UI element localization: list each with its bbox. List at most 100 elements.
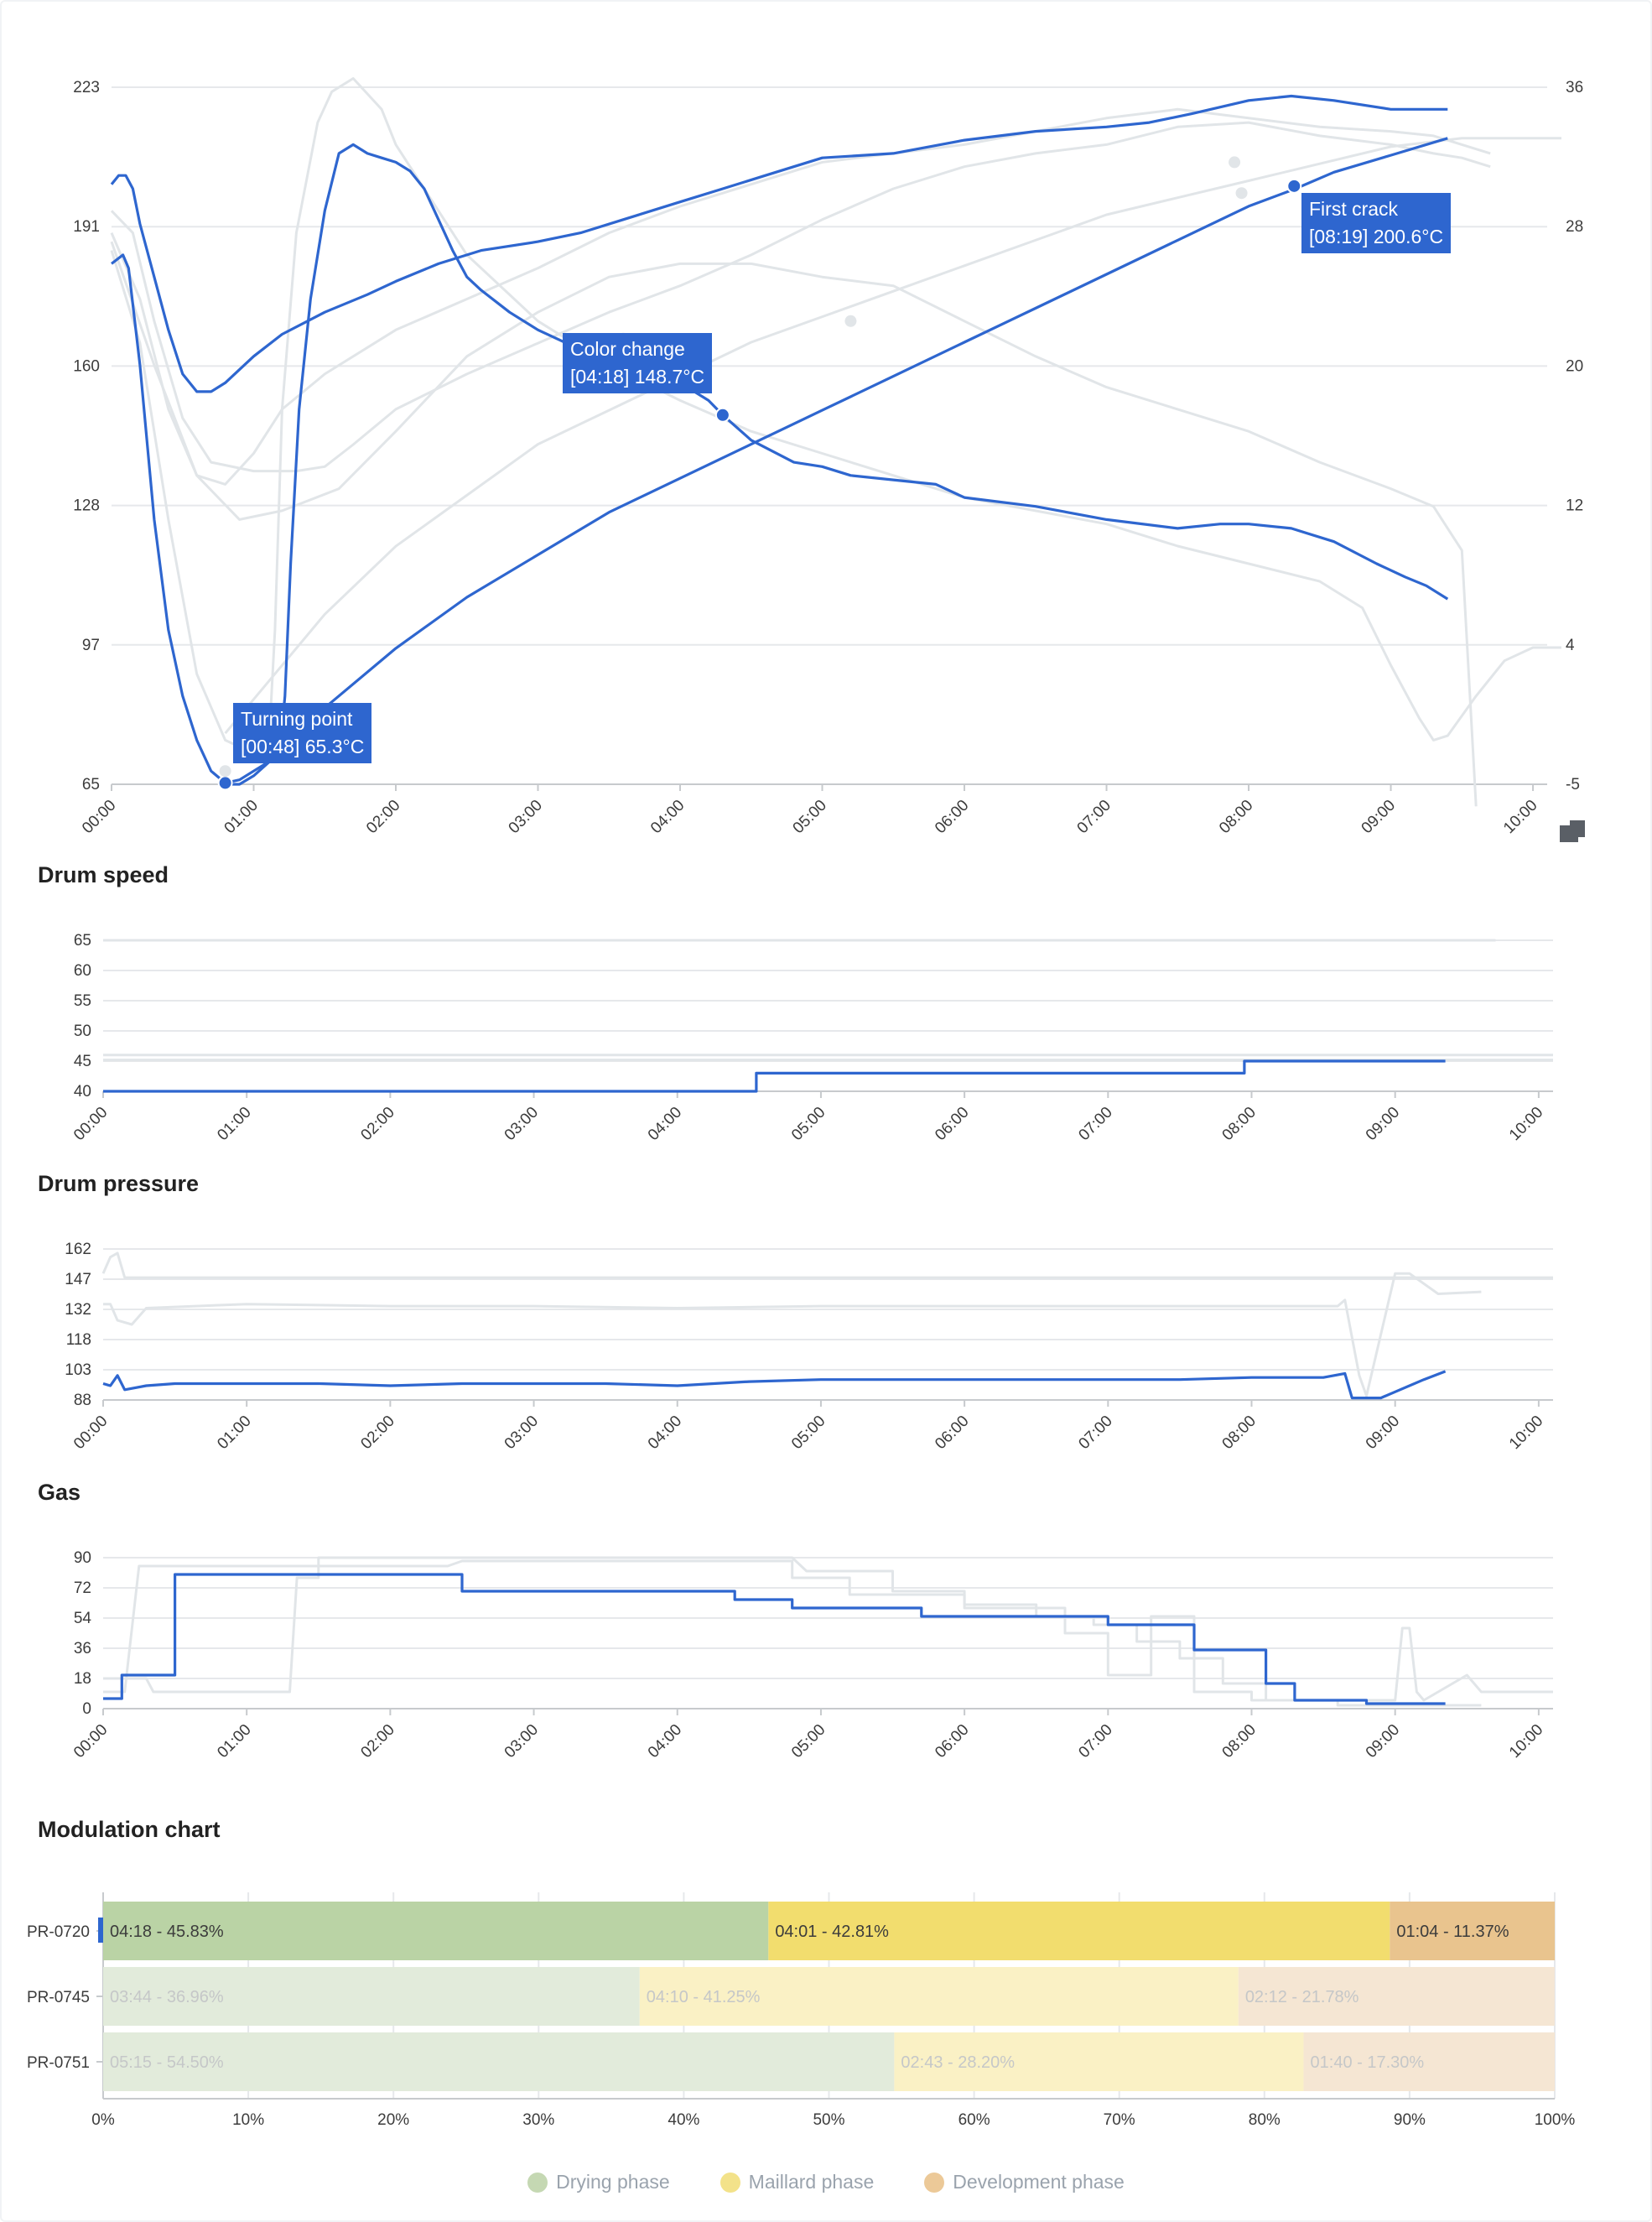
y2-tick-label: 36 [1566,79,1583,96]
y-tick-label: 65 [82,776,100,794]
x-tick-label: 07:00 [1075,1721,1115,1761]
reference-event-marker [844,315,857,327]
y-tick-label: 36 [74,1640,91,1657]
drum-pressure-chart: 162 147 132 118 103 88 00:00 01:00 02:00 03:00 04:… [65,1241,1553,1453]
phase-bar-segment [103,1967,640,2026]
legend-label: Development phase [953,2171,1125,2193]
x-tick-label: 07:00 [1075,1413,1115,1453]
y-tick-label: 118 [66,1331,91,1349]
phase-bar-segment [1390,1902,1555,1960]
x-tick-label: 90% [1394,2111,1426,2129]
x-tick-label: 03:00 [501,1413,542,1453]
x-tick-label: 10% [232,2111,264,2129]
x-tick-label: 20% [377,2111,409,2129]
x-tick-label: 04:00 [645,1413,685,1453]
segment-label: 02:43 - 28.20% [901,2053,1015,2072]
y-tick-label: 97 [82,637,100,654]
y-tick-label: 65 [74,932,91,950]
x-tick-label: 05:00 [790,797,830,837]
x-tick-label: 09:00 [1363,1721,1403,1761]
x-tick-label: 10:00 [1506,1413,1546,1453]
x-tick-label: 05:00 [788,1413,829,1453]
y-tick-label: 55 [74,992,91,1010]
legend-drying-phase[interactable]: Drying phase [527,2171,670,2193]
annotation-title: First crack [1309,198,1399,220]
x-tick-label: 00:00 [70,1721,111,1761]
modulation-chart-title: Modulation chart [38,1817,221,1842]
reference-event-marker [219,765,231,778]
x-tick-label: 100% [1535,2111,1576,2129]
reference-series-line [110,77,1561,764]
x-tick-label: 60% [958,2111,990,2129]
y-tick-label: 88 [74,1392,91,1409]
y-tick-label: 50 [74,1023,91,1040]
first-crack-annotation: First crack [08:19] 200.6°C [1301,193,1452,253]
legend-dot-icon [527,2172,548,2193]
x-tick-label: 07:00 [1074,797,1114,837]
row-label: PR-0720 [27,1923,90,1941]
reference-series-line [101,1252,1553,1279]
y-tick-label: 162 [65,1241,91,1258]
y-tick-label: 191 [73,218,100,236]
x-tick-label: 80% [1249,2111,1281,2129]
segment-label: 05:15 - 54.50% [110,2053,224,2072]
x-tick-label: 01:00 [214,1104,254,1144]
x-tick-label: 08:00 [1219,1104,1260,1144]
reference-series-line [110,241,1478,807]
x-tick-label: 09:00 [1358,797,1399,837]
reference-series-line [110,121,1491,473]
annotation-value: [04:18] 148.7°C [570,366,705,388]
reference-series-line [224,137,1561,735]
y-tick-label: 60 [74,962,91,980]
row-label: PR-0751 [27,2054,90,2072]
segment-label: 04:01 - 42.81% [775,1923,889,1941]
segment-label: 01:04 - 11.37% [1396,1923,1509,1941]
x-tick-label: 01:00 [214,1413,254,1453]
segment-label: 03:44 - 36.96% [110,1988,224,2006]
legend-label: Maillard phase [748,2171,875,2193]
segment-label: 04:10 - 41.25% [647,1988,761,2006]
legend-maillard-phase[interactable]: Maillard phase [720,2171,875,2193]
y2-tick-label: 28 [1566,218,1583,236]
x-tick-label: 08:00 [1216,797,1256,837]
y-tick-label: 103 [65,1361,91,1379]
y-tick-label: 90 [74,1549,91,1567]
x-tick-label: 30% [522,2111,554,2129]
chart-export-icon[interactable] [1558,819,1587,844]
y-tick-label: 132 [65,1301,91,1319]
y-tick-label: 0 [82,1700,91,1718]
phase-bar-segment [103,2032,895,2091]
phase-bar-segment [1238,1967,1555,2026]
phase-bar-segment [1303,2032,1555,2091]
x-tick-label: 00:00 [70,1104,111,1144]
x-tick-label: 50% [813,2111,844,2129]
y2-tick-label: 12 [1566,497,1583,515]
segment-label: 01:40 - 17.30% [1311,2053,1425,2072]
reference-series-line [103,1272,1482,1397]
x-tick-label: 02:00 [363,797,403,837]
phase-bar-segment [639,1967,1239,2026]
x-tick-label: 07:00 [1075,1104,1115,1144]
x-tick-label: 10:00 [1500,797,1540,837]
x-tick-label: 08:00 [1219,1721,1260,1761]
x-tick-label: 03:00 [506,797,546,837]
primary-series-line [225,137,1448,786]
primary-series-line [102,1370,1447,1400]
x-tick-label: 40% [668,2111,699,2129]
reference-series-line [103,1556,1553,1702]
x-tick-label: 06:00 [932,1413,972,1453]
legend-dot-icon [924,2172,945,2193]
y-tick-label: 128 [73,497,100,515]
x-tick-label: 01:00 [214,1721,254,1761]
x-tick-label: 03:00 [501,1721,542,1761]
gas-title: Gas [38,1480,81,1505]
y-tick-label: 72 [74,1579,91,1597]
legend-dot-icon [720,2172,740,2193]
legend-development-phase[interactable]: Development phase [924,2171,1125,2193]
x-tick-label: 02:00 [357,1413,397,1453]
y-tick-label: 40 [74,1083,91,1101]
drum-speed-chart: 65 60 55 50 45 40 00:00 01:00 02:00 03:00 04:00 05:… [70,932,1553,1144]
annotation-title: Turning point [241,708,353,730]
x-tick-label: 03:00 [501,1104,542,1144]
